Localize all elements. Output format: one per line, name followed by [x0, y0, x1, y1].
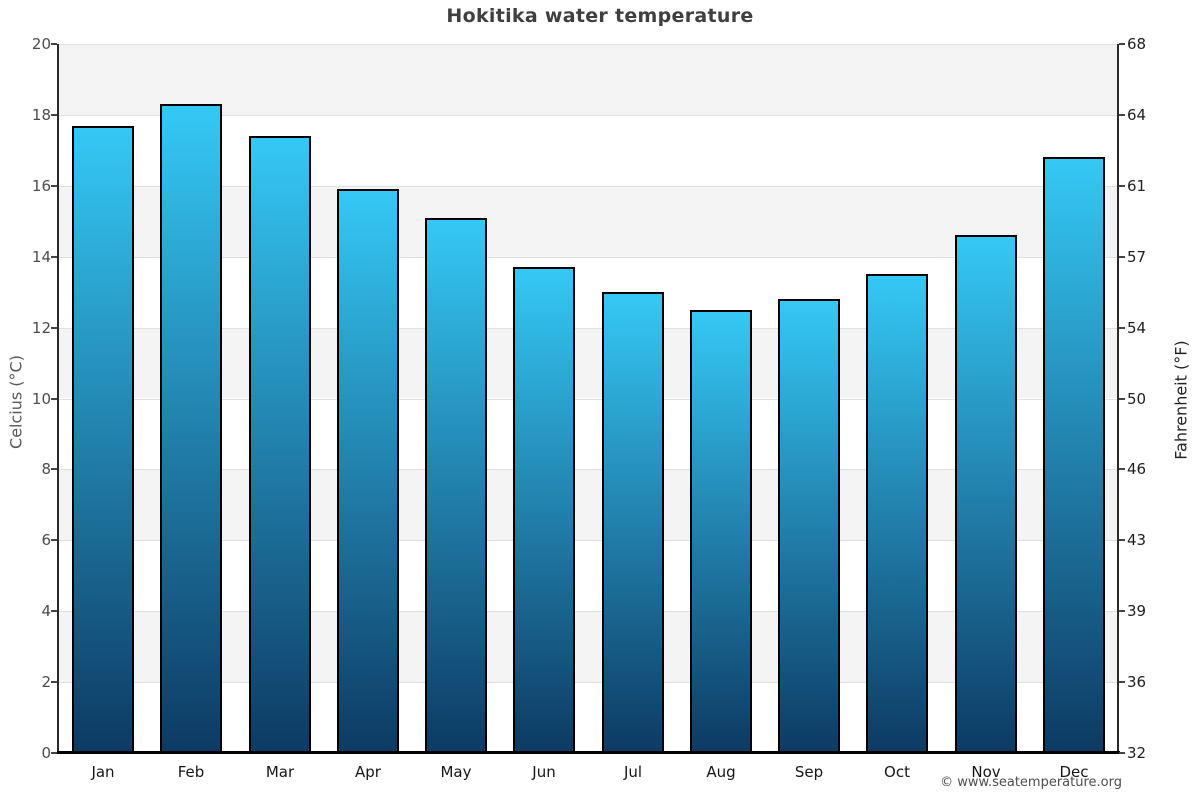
grid-band: [59, 185, 1118, 257]
y-tick-label-celsius: 14: [31, 248, 51, 266]
y-tick-mark-left: [51, 681, 57, 683]
y-tick-label-fahrenheit: 57: [1127, 248, 1147, 266]
y-tick-mark-right: [1119, 752, 1125, 754]
y-tick-mark-right: [1119, 327, 1125, 329]
plot-area: [59, 44, 1118, 753]
bar-feb: [160, 104, 222, 753]
y-tick-label-celsius: 12: [31, 319, 51, 337]
y-tick-label-fahrenheit: 61: [1127, 177, 1147, 195]
bar-oct: [866, 274, 928, 753]
y-tick-label-celsius: 10: [31, 390, 51, 408]
y-tick-label-celsius: 20: [31, 35, 51, 53]
bar-nov: [955, 235, 1017, 753]
grid-band: [59, 540, 1118, 612]
y-tick-label-fahrenheit: 32: [1127, 744, 1147, 762]
x-tick-label-jan: Jan: [91, 763, 115, 781]
gridline: [59, 115, 1118, 116]
x-tick-label-may: May: [440, 763, 472, 781]
y-tick-label-fahrenheit: 64: [1127, 106, 1147, 124]
grid-band: [59, 44, 1118, 115]
y-tick-mark-left: [51, 185, 57, 187]
y-tick-mark-left: [51, 43, 57, 45]
grid-band: [59, 398, 1118, 470]
y-tick-label-celsius: 2: [41, 673, 51, 691]
y-tick-mark-right: [1119, 185, 1125, 187]
y-tick-mark-right: [1119, 256, 1125, 258]
gridline: [59, 328, 1118, 329]
bar-sep: [778, 299, 840, 753]
x-tick-label-mar: Mar: [265, 763, 295, 781]
y-tick-mark-right: [1119, 468, 1125, 470]
y-tick-label-celsius: 0: [41, 744, 51, 762]
bar-aug: [690, 310, 752, 753]
y-tick-label-fahrenheit: 43: [1127, 531, 1147, 549]
y-tick-mark-left: [51, 610, 57, 612]
x-tick-label-sep: Sep: [794, 763, 824, 781]
y-axis-line-left: [57, 44, 59, 753]
y-tick-mark-left: [51, 539, 57, 541]
y-tick-label-fahrenheit: 36: [1127, 673, 1147, 691]
footer-credit-link[interactable]: © www.seatemperature.org: [940, 775, 1122, 790]
x-tick-label-jul: Jul: [623, 763, 643, 781]
y-tick-mark-left: [51, 114, 57, 116]
y-tick-label-fahrenheit: 39: [1127, 602, 1147, 620]
y-tick-mark-left: [51, 327, 57, 329]
y-tick-mark-left: [51, 398, 57, 400]
bar-dec: [1043, 157, 1105, 753]
x-tick-label-nov: Nov: [971, 763, 1001, 781]
gridline: [59, 611, 1118, 612]
bar-jul: [602, 292, 664, 753]
y-tick-mark-right: [1119, 43, 1125, 45]
x-tick-label-oct: Oct: [884, 763, 910, 781]
grid-band: [59, 256, 1118, 328]
y-tick-mark-left: [51, 468, 57, 470]
y-axis-title-fahrenheit: Fahrenheit (°F): [1171, 340, 1191, 460]
y-tick-mark-right: [1119, 114, 1125, 116]
grid-band: [59, 469, 1118, 541]
y-tick-mark-right: [1119, 398, 1125, 400]
gridline: [59, 469, 1118, 470]
grid-band: [59, 114, 1118, 186]
bar-mar: [249, 136, 311, 753]
gridline: [59, 682, 1118, 683]
y-tick-label-fahrenheit: 46: [1127, 460, 1147, 478]
bar-jan: [72, 126, 134, 753]
x-axis-line: [57, 751, 1120, 754]
x-tick-label-jun: Jun: [532, 763, 556, 781]
x-tick-label-aug: Aug: [706, 763, 736, 781]
x-tick-label-dec: Dec: [1059, 763, 1089, 781]
y-tick-label-celsius: 4: [41, 602, 51, 620]
bar-jun: [513, 267, 575, 753]
gridline: [59, 540, 1118, 541]
y-tick-label-fahrenheit: 68: [1127, 35, 1147, 53]
y-tick-label-celsius: 8: [41, 460, 51, 478]
y-tick-label-celsius: 6: [41, 531, 51, 549]
y-tick-label-celsius: 16: [31, 177, 51, 195]
grid-band: [59, 611, 1118, 683]
bar-apr: [337, 189, 399, 753]
y-tick-mark-right: [1119, 539, 1125, 541]
y-axis-line-right: [1117, 44, 1119, 753]
gridline: [59, 44, 1118, 45]
grid-band: [59, 682, 1118, 753]
y-tick-label-fahrenheit: 54: [1127, 319, 1147, 337]
y-tick-mark-right: [1119, 681, 1125, 683]
chart-title: Hokitika water temperature: [446, 5, 754, 27]
gridline: [59, 186, 1118, 187]
gridline: [59, 257, 1118, 258]
y-tick-label-fahrenheit: 50: [1127, 390, 1147, 408]
gridline: [59, 399, 1118, 400]
x-tick-label-feb: Feb: [177, 763, 205, 781]
y-tick-label-celsius: 18: [31, 106, 51, 124]
y-tick-mark-left: [51, 752, 57, 754]
bar-may: [425, 218, 487, 753]
y-tick-mark-right: [1119, 610, 1125, 612]
y-tick-mark-left: [51, 256, 57, 258]
grid-band: [59, 327, 1118, 399]
x-tick-label-apr: Apr: [355, 763, 381, 781]
